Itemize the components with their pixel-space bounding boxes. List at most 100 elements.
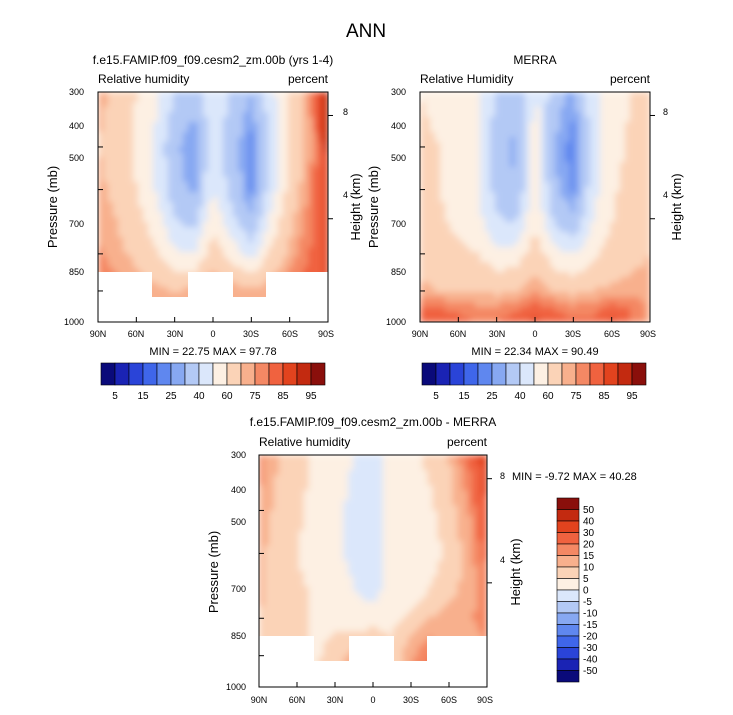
field-cell	[535, 307, 541, 313]
field-cell	[560, 142, 566, 148]
field-cell	[123, 187, 129, 193]
field-cell	[303, 132, 309, 138]
field-cell	[258, 222, 264, 228]
field-cell	[635, 147, 641, 153]
field-cell	[178, 117, 184, 123]
field-cell	[585, 172, 591, 178]
field-cell	[178, 202, 184, 208]
field-cell	[430, 182, 436, 188]
field-cell	[640, 312, 646, 318]
field-cell	[565, 177, 571, 183]
field-cell	[545, 227, 551, 233]
field-cell	[435, 292, 441, 298]
field-cell	[303, 102, 309, 108]
field-cell	[460, 262, 466, 268]
field-cell	[428, 455, 434, 461]
field-cell	[298, 257, 304, 263]
field-cell	[168, 177, 174, 183]
field-cell	[138, 212, 144, 218]
field-cell	[530, 237, 536, 243]
field-cell	[595, 167, 601, 173]
field-cell	[358, 490, 364, 496]
field-cell	[565, 272, 571, 278]
field-cell	[118, 252, 124, 258]
field-cell	[168, 172, 174, 178]
field-cell	[288, 132, 294, 138]
field-cell	[495, 227, 501, 233]
field-cell	[525, 97, 531, 103]
field-cell	[515, 207, 521, 213]
field-cell	[425, 107, 431, 113]
field-cell	[540, 172, 546, 178]
field-cell	[268, 112, 274, 118]
field-cell	[575, 162, 581, 168]
field-cell	[143, 222, 149, 228]
field-cell	[98, 257, 104, 263]
field-cell	[148, 162, 154, 168]
field-cell	[178, 122, 184, 128]
field-cell	[440, 287, 446, 293]
field-cell	[605, 292, 611, 298]
field-cell	[198, 217, 204, 223]
field-cell	[432, 510, 438, 516]
field-cell	[178, 112, 184, 118]
field-cell	[615, 312, 621, 318]
field-cell	[477, 505, 483, 511]
field-cell	[605, 227, 611, 233]
field-cell	[173, 132, 179, 138]
field-cell	[253, 187, 259, 193]
field-cell	[465, 202, 471, 208]
field-cell	[178, 267, 184, 273]
field-cell	[289, 516, 295, 522]
field-cell	[193, 252, 199, 258]
field-cell	[238, 142, 244, 148]
field-cell	[223, 232, 229, 238]
field-cell	[455, 252, 461, 258]
field-cell	[550, 267, 556, 273]
field-cell	[188, 242, 194, 248]
field-cell	[268, 217, 274, 223]
field-cell	[168, 247, 174, 253]
field-cell	[472, 465, 478, 471]
field-cell	[425, 267, 431, 273]
field-cell	[208, 127, 214, 133]
field-cell	[625, 287, 631, 293]
field-cell	[475, 267, 481, 273]
height-tick-label: 8	[343, 107, 348, 117]
field-cell	[595, 97, 601, 103]
field-cell	[590, 202, 596, 208]
field-cell	[353, 490, 359, 496]
field-cell	[445, 142, 451, 148]
field-cell	[108, 177, 114, 183]
field-cell	[460, 152, 466, 158]
field-cell	[510, 117, 516, 123]
field-cell	[263, 97, 269, 103]
field-cell	[500, 242, 506, 248]
field-cell	[565, 142, 571, 148]
field-cell	[452, 460, 458, 466]
field-cell	[298, 212, 304, 218]
field-cell	[585, 192, 591, 198]
field-cell	[128, 152, 134, 158]
field-cell	[525, 237, 531, 243]
field-cell	[328, 470, 334, 476]
field-cell	[113, 237, 119, 243]
field-cell	[475, 97, 481, 103]
field-cell	[118, 247, 124, 253]
field-cell	[620, 122, 626, 128]
field-cell	[485, 242, 491, 248]
field-cell	[635, 202, 641, 208]
field-cell	[490, 112, 496, 118]
field-cell	[163, 157, 169, 163]
field-cell	[293, 227, 299, 233]
field-cell	[585, 102, 591, 108]
field-cell	[238, 272, 244, 278]
colorbar-tick-label: 75	[570, 391, 582, 402]
field-cell	[535, 167, 541, 173]
field-cell	[430, 267, 436, 273]
field-cell	[259, 500, 265, 506]
field-cell	[348, 480, 354, 486]
field-cell	[585, 212, 591, 218]
field-cell	[540, 147, 546, 153]
field-cell	[368, 455, 374, 461]
